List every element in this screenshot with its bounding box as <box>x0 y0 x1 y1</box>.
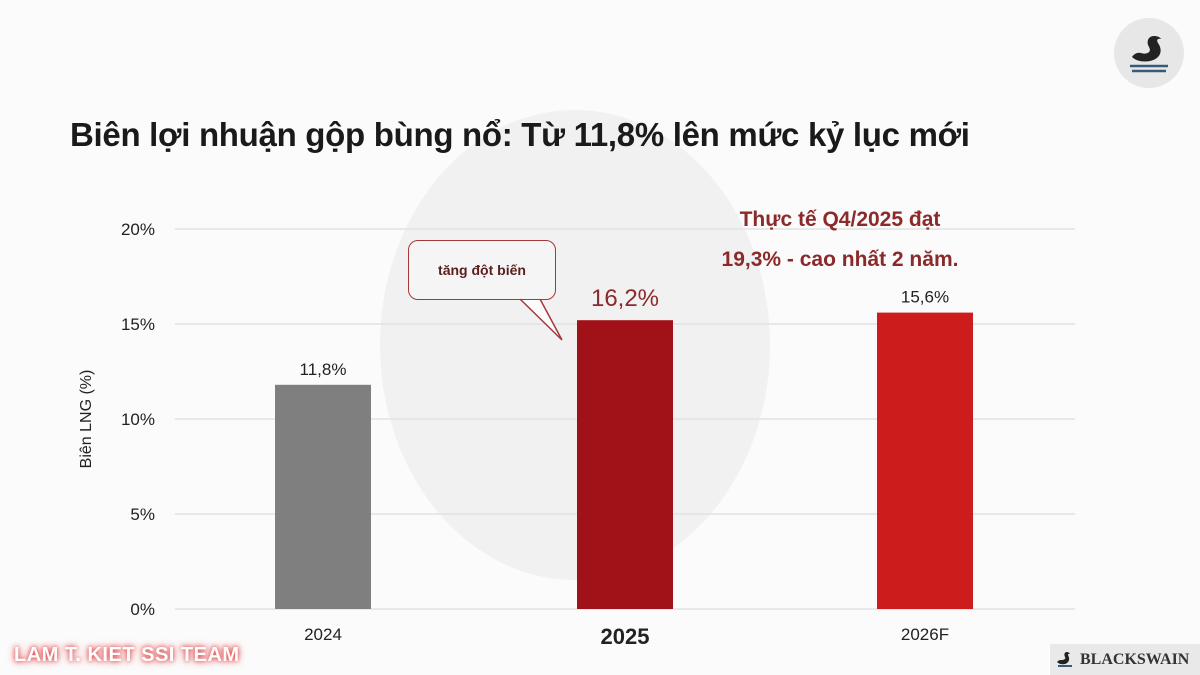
chart-title: Biên lợi nhuận gộp bùng nổ: Từ 11,8% lên… <box>70 116 970 153</box>
bar-2026F <box>877 312 973 609</box>
y-tick-label: 5% <box>130 505 155 524</box>
swan-watermark <box>380 110 770 580</box>
data-label: 15,6% <box>901 288 949 307</box>
bar-2025 <box>577 320 673 609</box>
black-swan-icon <box>1130 36 1168 73</box>
blackswain-badge: BLACKSWAIN <box>1050 644 1200 675</box>
y-tick-label: 15% <box>121 315 155 334</box>
data-label: 16,2% <box>591 285 659 312</box>
black-swan-logo <box>1114 18 1184 88</box>
team-label: LAM T. KIET SSI TEAM <box>14 644 240 666</box>
note-line-2: 19,3% - cao nhất 2 năm. <box>721 248 959 271</box>
bar-2024 <box>275 384 371 609</box>
y-tick-label: 20% <box>121 220 155 239</box>
note-line-1: Thực tế Q4/2025 đạt <box>739 208 941 231</box>
callout-bubble: tăng đột biến <box>408 240 556 300</box>
x-tick-label: 2025 <box>601 624 650 649</box>
annotation-note: Thực tế Q4/2025 đạt 19,3% - cao nhất 2 n… <box>660 200 1020 280</box>
data-label: 11,8% <box>300 360 347 379</box>
x-tick-label: 2026F <box>901 625 949 644</box>
callout-tail <box>519 298 563 341</box>
y-tick-label: 10% <box>121 410 155 429</box>
y-axis-label: Biên LNG (%) <box>78 370 95 469</box>
x-tick-label: 2024 <box>304 625 342 644</box>
y-tick-label: 0% <box>130 600 155 619</box>
blackswain-text: BLACKSWAIN <box>1080 650 1190 668</box>
black-swan-icon <box>1057 651 1072 667</box>
